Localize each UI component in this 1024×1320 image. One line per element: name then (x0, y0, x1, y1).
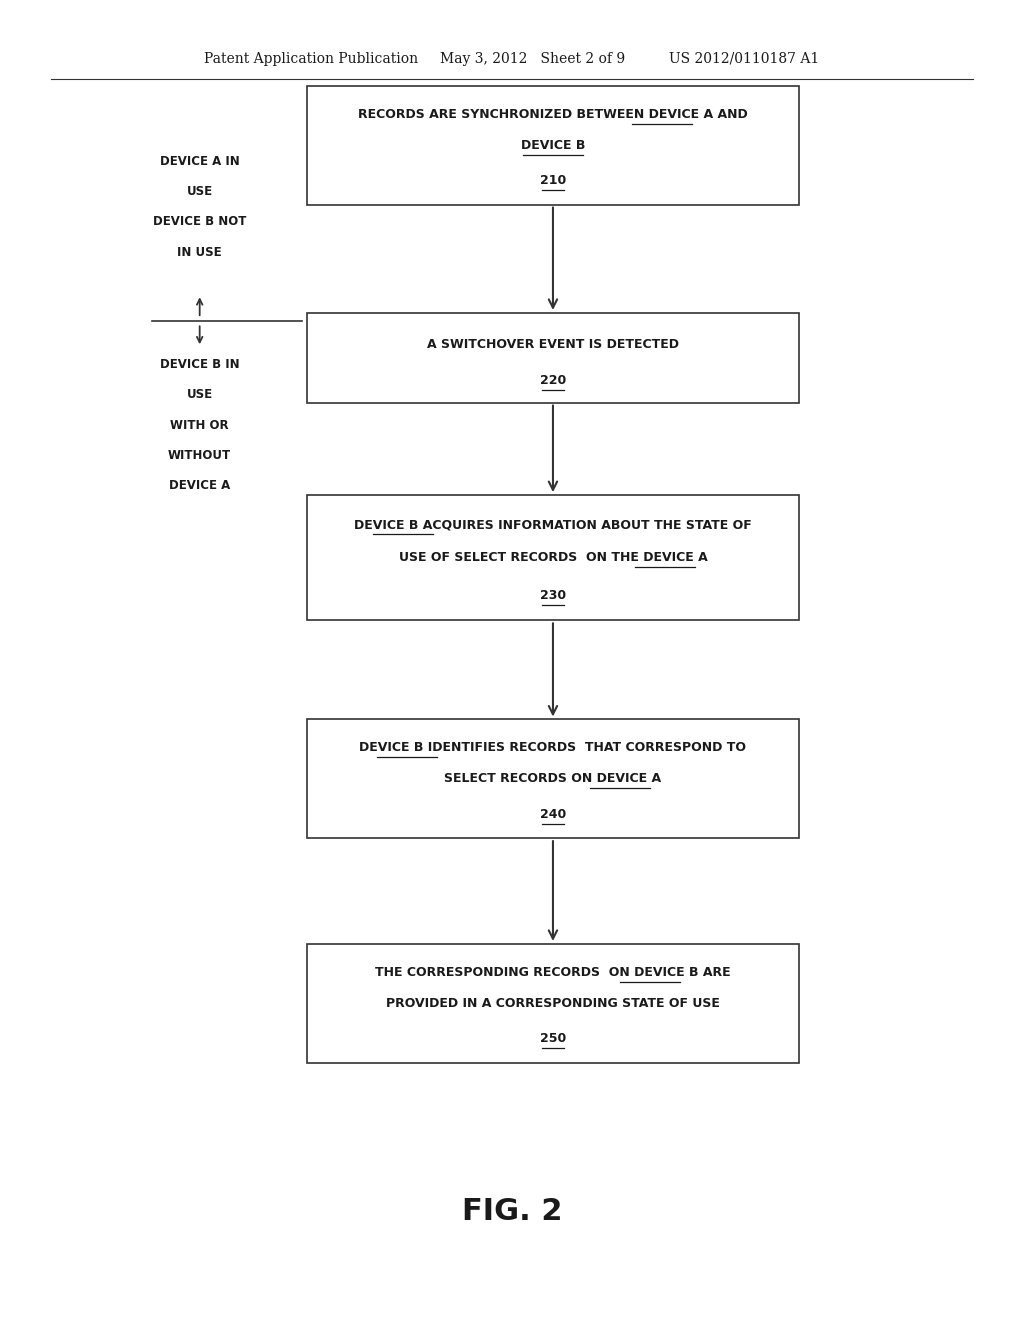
Text: 210: 210 (540, 174, 566, 187)
Bar (307, 719, 799, 838)
Text: THE CORRESPONDING RECORDS  ON DEVICE B ARE: THE CORRESPONDING RECORDS ON DEVICE B AR… (375, 966, 731, 979)
Text: 220: 220 (540, 374, 566, 387)
Text: 250: 250 (540, 1032, 566, 1045)
Text: DEVICE B NOT: DEVICE B NOT (153, 215, 247, 228)
Text: DEVICE B ACQUIRES INFORMATION ABOUT THE STATE OF: DEVICE B ACQUIRES INFORMATION ABOUT THE … (354, 519, 752, 532)
Text: USE: USE (186, 388, 213, 401)
Text: RECORDS ARE SYNCHRONIZED BETWEEN DEVICE A AND: RECORDS ARE SYNCHRONIZED BETWEEN DEVICE … (358, 108, 748, 121)
Bar (307, 86, 799, 205)
Text: USE OF SELECT RECORDS  ON THE DEVICE A: USE OF SELECT RECORDS ON THE DEVICE A (398, 552, 708, 564)
Text: DEVICE A: DEVICE A (169, 479, 230, 492)
Text: IN USE: IN USE (177, 246, 222, 259)
Text: DEVICE B IN: DEVICE B IN (160, 358, 240, 371)
Text: PROVIDED IN A CORRESPONDING STATE OF USE: PROVIDED IN A CORRESPONDING STATE OF USE (386, 997, 720, 1010)
Text: SELECT RECORDS ON DEVICE A: SELECT RECORDS ON DEVICE A (444, 772, 662, 785)
Text: USE: USE (186, 185, 213, 198)
Text: 230: 230 (540, 589, 566, 602)
Bar (307, 313, 799, 403)
Text: DEVICE A IN: DEVICE A IN (160, 154, 240, 168)
Bar (307, 495, 799, 620)
Text: 240: 240 (540, 808, 566, 821)
Bar (307, 944, 799, 1063)
Text: Patent Application Publication     May 3, 2012   Sheet 2 of 9          US 2012/0: Patent Application Publication May 3, 20… (205, 53, 819, 66)
Text: DEVICE B: DEVICE B (521, 139, 585, 152)
Text: A SWITCHOVER EVENT IS DETECTED: A SWITCHOVER EVENT IS DETECTED (427, 338, 679, 351)
Text: DEVICE B IDENTIFIES RECORDS  THAT CORRESPOND TO: DEVICE B IDENTIFIES RECORDS THAT CORRESP… (359, 742, 746, 755)
Text: WITH OR: WITH OR (170, 418, 229, 432)
Text: WITHOUT: WITHOUT (168, 449, 231, 462)
Text: FIG. 2: FIG. 2 (462, 1197, 562, 1226)
